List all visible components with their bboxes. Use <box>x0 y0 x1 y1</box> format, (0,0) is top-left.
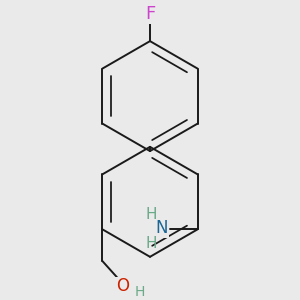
Text: F: F <box>145 4 155 22</box>
Text: H: H <box>145 207 157 222</box>
Text: O: O <box>116 278 129 296</box>
Text: H: H <box>145 236 157 250</box>
Text: H: H <box>134 285 145 299</box>
Text: N: N <box>155 219 168 237</box>
